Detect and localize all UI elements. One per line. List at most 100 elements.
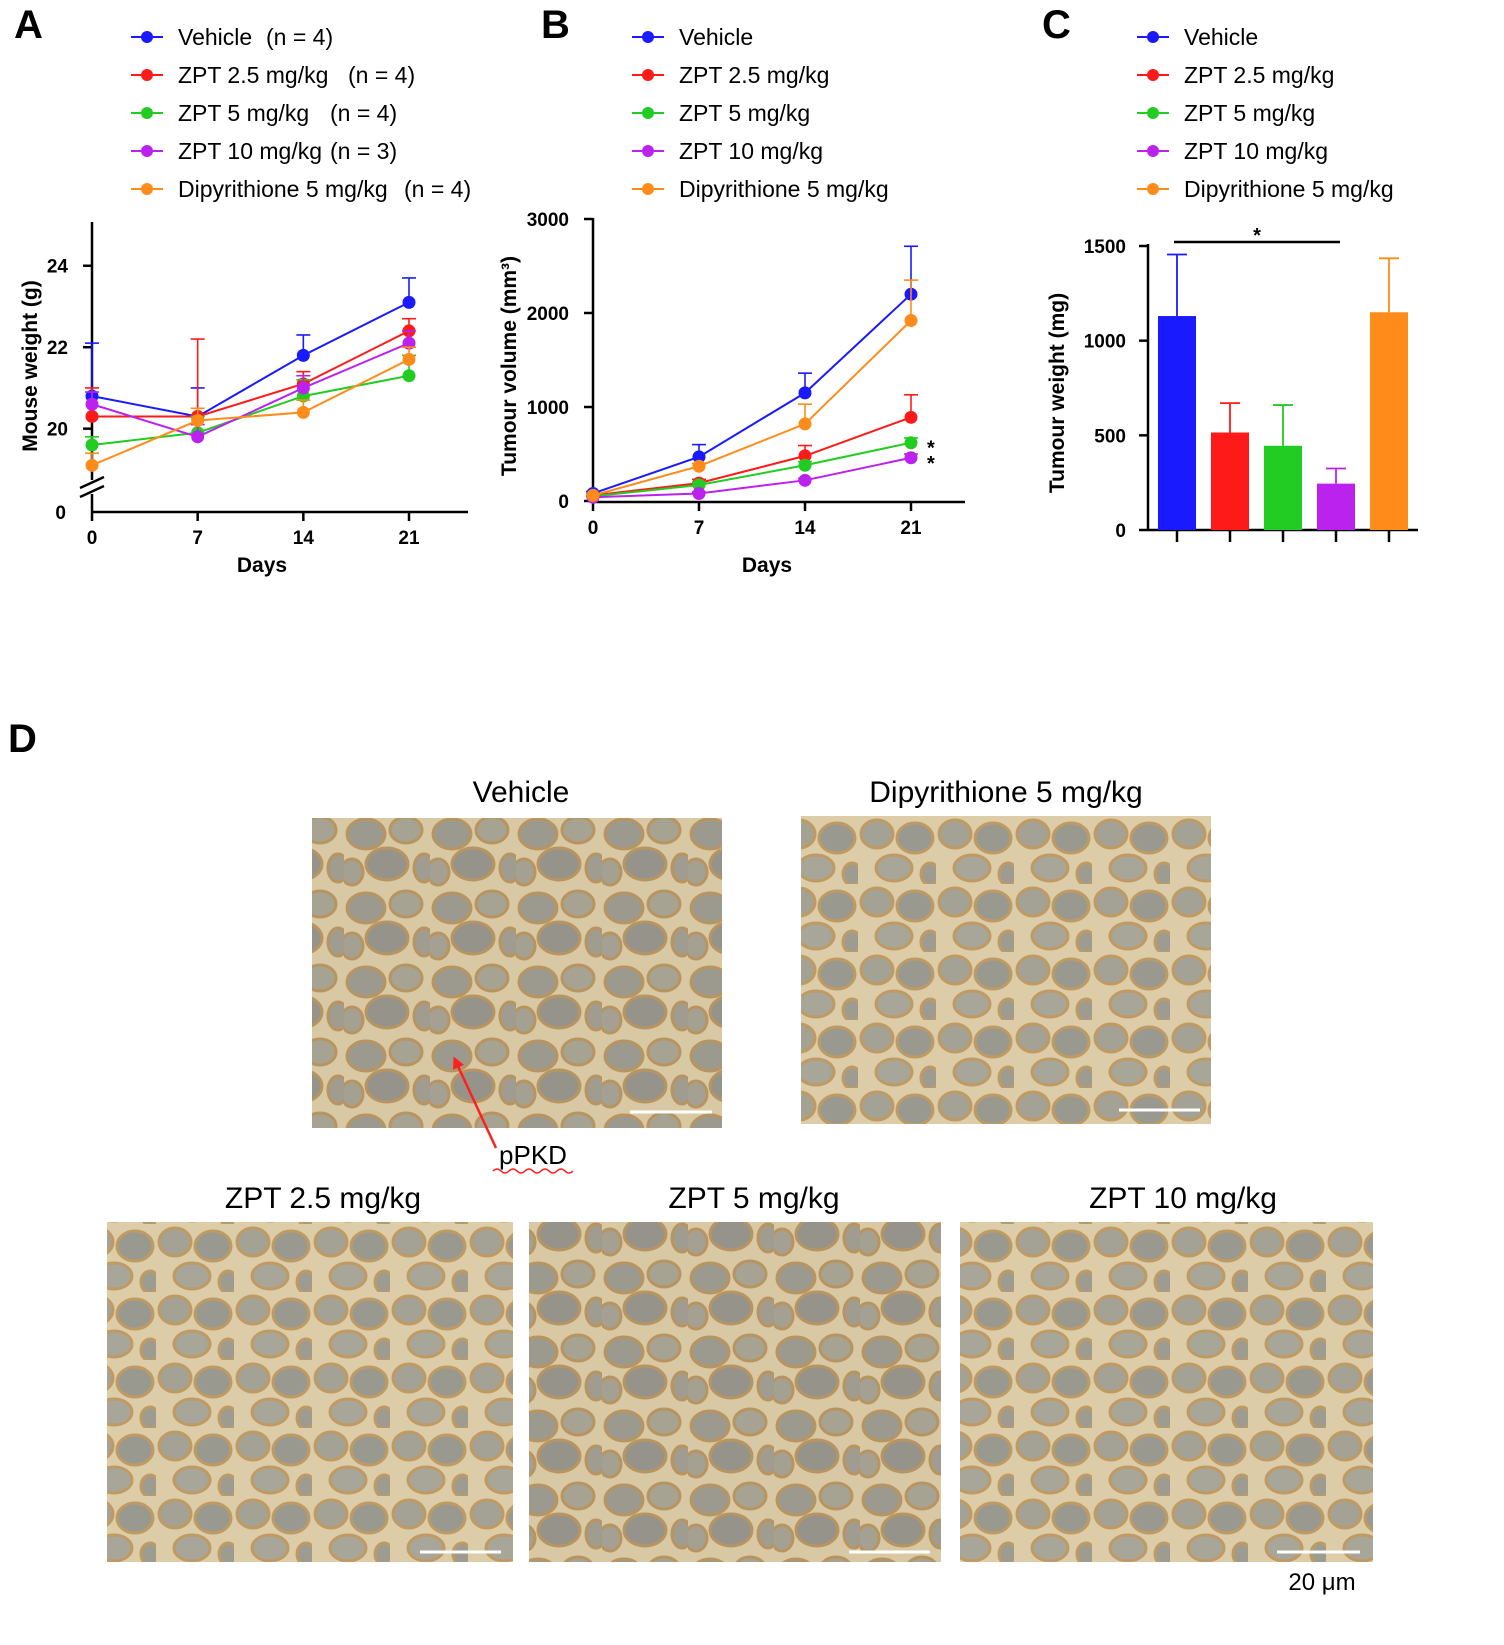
chart-b-y-title: Tumour volume (mm³) <box>498 256 521 476</box>
panel-a: A Vehicle (n = 4)ZPT 2.5 mg/kg (n = 4)ZPT … <box>14 3 471 577</box>
legend-label: Vehicle <box>1184 24 1258 50</box>
chart-a: 0 0 7 14 21 20 22 24 Days Mouse weight (g) <box>19 222 468 577</box>
series-line <box>592 456 912 499</box>
series-line <box>91 358 410 467</box>
legend-marker <box>1147 145 1159 157</box>
legend-b: Vehicle ZPT 2.5 mg/kg ZPT 5 mg/kg ZPT 10 mg… <box>632 24 889 202</box>
legend-marker <box>141 69 153 81</box>
y-tick-label: 24 <box>47 257 69 278</box>
y-tick-label: 20 <box>47 420 68 441</box>
legend-marker <box>642 69 654 81</box>
chart-a-axis-break-mark <box>79 484 105 499</box>
series-line <box>91 301 410 418</box>
panel-label-c: C <box>1042 3 1071 47</box>
micrograph-dipyrithione <box>801 816 1211 1124</box>
legend-marker <box>1147 69 1159 81</box>
data-point <box>798 458 812 472</box>
annotation-label-ppkd: pPKD <box>499 1140 567 1170</box>
legend-n: (n = 4) <box>266 24 333 50</box>
bar <box>1317 483 1355 530</box>
scale-bar-label: 20 μm <box>1288 1569 1355 1596</box>
legend-label: ZPT 2.5 mg/kg <box>1184 62 1334 88</box>
legend-marker <box>1147 107 1159 119</box>
y-tick-label: 2000 <box>527 304 569 325</box>
y-tick-label: 0 <box>1115 521 1126 542</box>
chart-c-y-title: Tumour weight (mg) <box>1046 293 1069 493</box>
micrograph-title-zpt-2-5: ZPT 2.5 mg/kg <box>225 1182 421 1215</box>
x-tick-label: 21 <box>398 528 420 549</box>
data-point <box>904 451 918 465</box>
chart-a-y-tick-label: 0 <box>55 503 66 524</box>
spellcheck-underline <box>492 1168 574 1174</box>
y-tick-label: 500 <box>1094 426 1126 447</box>
legend-label: ZPT 5 mg/kg <box>679 100 810 126</box>
x-tick-label: 14 <box>794 518 816 539</box>
chart-b-ticks: 0 7 14 21 0 1000 2000 3000 <box>527 210 922 539</box>
micrograph-title-vehicle: Vehicle <box>473 776 570 809</box>
legend-label: ZPT 5 mg/kg <box>1184 100 1315 126</box>
data-point <box>296 381 310 395</box>
panel-d: D Vehicle Dipyrithione 5 mg/kg pPKD ZPT … <box>8 717 1373 1596</box>
x-tick-label: 7 <box>694 518 705 539</box>
chart-a-axis-break-gap <box>80 480 106 494</box>
chart-b: 0 7 14 21 0 1000 2000 3000 ** Days Tumour volum… <box>498 210 965 577</box>
x-tick-label: 14 <box>293 528 315 549</box>
series-line <box>91 342 410 438</box>
chart-c-ticks: 0 500 1000 1500 <box>1084 237 1391 542</box>
data-point <box>798 417 812 431</box>
series-line <box>592 293 912 495</box>
chart-a-series <box>85 277 416 472</box>
annotation-arrow <box>453 1056 498 1149</box>
panel-b: B Vehicle ZPT 2.5 mg/kg ZPT 5 mg/kg ZPT 10 … <box>498 3 965 577</box>
data-point <box>402 352 416 366</box>
legend-label: ZPT 10 mg/kg <box>679 138 823 164</box>
chart-c-bars <box>1158 253 1408 530</box>
legend-n: (n = 3) <box>330 138 397 164</box>
bar <box>1264 445 1302 530</box>
bar <box>1211 432 1249 530</box>
legend-marker <box>141 145 153 157</box>
data-point <box>692 486 706 500</box>
legend-marker <box>642 107 654 119</box>
panel-label-a: A <box>14 3 43 47</box>
data-point <box>296 348 310 362</box>
data-point <box>904 314 918 328</box>
data-point <box>402 336 416 350</box>
data-point <box>191 430 205 444</box>
legend-label: ZPT 2.5 mg/kg <box>178 62 328 88</box>
legend-label: Dipyrithione 5 mg/kg <box>178 176 388 202</box>
data-point <box>296 405 310 419</box>
legend-marker <box>642 31 654 43</box>
micrograph-zpt-10 <box>960 1222 1373 1562</box>
data-point <box>191 414 205 428</box>
bar <box>1370 312 1408 530</box>
legend-marker <box>141 107 153 119</box>
legend-n: (n = 4) <box>348 62 415 88</box>
series-line <box>592 416 912 497</box>
chart-a-y-title: Mouse weight (g) <box>19 280 42 452</box>
y-tick-label: 3000 <box>527 210 569 231</box>
legend-marker <box>141 31 153 43</box>
data-point <box>798 386 812 400</box>
data-point <box>586 488 600 502</box>
y-tick-label: 0 <box>558 492 569 513</box>
data-point <box>85 438 99 452</box>
legend-n: (n = 4) <box>404 176 471 202</box>
significance-star: * <box>927 453 935 475</box>
data-point <box>85 397 99 411</box>
chart-b-series: ** <box>586 245 935 504</box>
y-tick-label: 1500 <box>1084 237 1126 258</box>
x-tick-label: 7 <box>192 528 203 549</box>
data-point <box>904 410 918 424</box>
micrograph-vehicle <box>312 818 722 1128</box>
data-point <box>798 449 812 463</box>
legend-a: Vehicle (n = 4)ZPT 2.5 mg/kg (n = 4)ZPT 5 … <box>131 24 471 202</box>
legend-marker <box>1147 31 1159 43</box>
chart-c: 0 500 1000 1500 * Tumour weight (mg) <box>1046 225 1418 542</box>
data-point <box>402 295 416 309</box>
legend-label: Vehicle <box>679 24 753 50</box>
legend-label: ZPT 5 mg/kg <box>178 100 309 126</box>
micrograph-zpt-5 <box>529 1222 941 1562</box>
micrograph-zpt-2-5 <box>107 1222 513 1562</box>
